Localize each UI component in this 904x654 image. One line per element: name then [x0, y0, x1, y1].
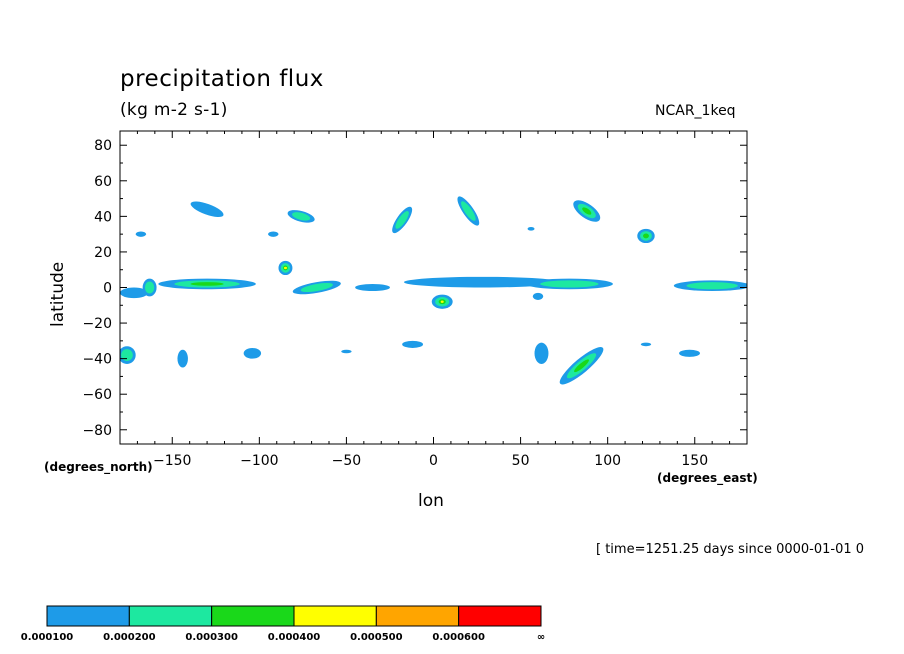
precip-contour-level-2	[461, 201, 476, 221]
chart-title: precipitation flux	[120, 66, 324, 92]
precip-contour-level-3	[582, 207, 592, 215]
x-axis-label: lon	[418, 491, 444, 511]
precip-cell	[292, 280, 341, 295]
x-tick-label: −100	[240, 453, 278, 469]
colorbar-swatch	[128, 605, 213, 627]
precip-cell	[532, 292, 544, 300]
precip-cell	[637, 228, 655, 244]
colorbar-label: 0.000600	[432, 632, 485, 643]
colorbar-label: ∞	[537, 632, 545, 643]
precip-contour-level-4	[440, 300, 444, 303]
y-tick-label: −40	[82, 352, 112, 368]
precip-contour-level-2	[292, 212, 311, 221]
x-tick-label: 100	[594, 453, 621, 469]
precip-contour-level-1	[355, 283, 390, 292]
precip-contour-level-1	[135, 231, 147, 237]
precip-cell	[135, 231, 147, 237]
precip-contour-level-1	[527, 227, 535, 231]
x-tick-label: −50	[332, 453, 362, 469]
precip-contour-level-1	[177, 349, 188, 368]
precip-cell	[431, 294, 453, 309]
precip-contour-level-1	[534, 342, 549, 364]
y-tick-label: 60	[94, 174, 112, 190]
precip-contour-level-1	[679, 349, 700, 357]
precip-contour-level-2	[144, 281, 155, 294]
precip-contour-level-2	[686, 282, 738, 290]
precip-contour-level-1	[532, 292, 544, 300]
colorbar-label: 0.000300	[185, 632, 238, 643]
precip-cell	[679, 349, 700, 357]
colorbar-swatch	[375, 605, 460, 627]
chart-units: (kg m-2 s-1)	[120, 100, 228, 120]
precip-cell	[142, 278, 157, 297]
precip-cell	[268, 231, 279, 237]
y-axis: 80 60 40 20 0 −20 −40 −60 −80	[82, 138, 747, 439]
colorbar: 0.000100 0.000200 0.000300 0.000400 0.000500…	[21, 605, 545, 643]
precip-contour-level-2	[395, 211, 409, 229]
precip-cell	[573, 200, 601, 222]
x-axis: −150 −100 −50 0 50 100 150	[136, 131, 731, 469]
precip-cell	[640, 342, 652, 347]
precip-cell	[287, 210, 315, 223]
precip-contour-level-3	[643, 233, 649, 239]
precip-cell	[402, 340, 424, 348]
y-tick-label: −80	[82, 423, 112, 439]
colorbar-label: 0.000400	[268, 632, 321, 643]
x-tick-label: 150	[681, 453, 708, 469]
precip-contour-level-1	[243, 347, 262, 359]
precip-contour-level-1	[403, 276, 561, 288]
precip-cell	[559, 347, 604, 385]
colorbar-swatch	[211, 605, 295, 627]
precip-cell	[158, 278, 256, 290]
precip-contour-level-2	[121, 349, 133, 362]
x-tick-label: 50	[512, 453, 530, 469]
model-name: NCAR_1keq	[655, 103, 736, 119]
precip-cell	[177, 349, 188, 368]
y-tick-label: 40	[94, 209, 112, 225]
precip-contour-level-4	[283, 266, 287, 270]
precip-cell	[341, 349, 352, 354]
precip-contour-level-3	[574, 359, 589, 373]
colorbar-label: 0.000200	[103, 632, 156, 643]
colorbar-swatch	[46, 605, 130, 627]
precip-cell	[525, 278, 613, 290]
precip-cell	[403, 276, 561, 288]
precip-contour-level-1	[341, 349, 352, 354]
precip-cell	[120, 287, 148, 299]
precip-cell	[120, 346, 136, 364]
precip-cell	[457, 196, 480, 226]
precip-cell	[527, 227, 535, 231]
time-info: [ time=1251.25 days since 0000-01-01 0	[596, 542, 865, 557]
colorbar-swatch	[293, 605, 377, 627]
y-tick-label: 0	[103, 281, 112, 297]
precip-cell	[190, 201, 224, 218]
y-tick-label: 80	[94, 138, 112, 154]
x-tick-label: −150	[153, 453, 191, 469]
precip-cell	[243, 347, 262, 359]
precip-cell	[392, 206, 413, 234]
y-tick-label: 20	[94, 245, 112, 261]
precip-contour-level-2	[540, 280, 599, 288]
y-tick-label: −20	[82, 316, 112, 332]
precip-contour-level-1	[402, 340, 424, 348]
precip-contour-level-1	[120, 287, 148, 299]
precip-contour-level-2	[300, 282, 333, 293]
y-tick-label: −60	[82, 387, 112, 403]
precip-cell	[355, 283, 390, 292]
y-axis-units: (degrees_north)	[44, 460, 153, 474]
precip-cell	[534, 342, 549, 364]
colorbar-swatch	[458, 605, 542, 627]
precip-contour-level-1	[190, 201, 224, 218]
x-axis-units: (degrees_east)	[657, 471, 758, 485]
x-tick-label: 0	[429, 453, 438, 469]
precip-cell	[673, 280, 747, 292]
precip-contour-level-3	[190, 282, 224, 286]
precip-contour-level-1	[640, 342, 652, 347]
precip-cell	[278, 260, 293, 276]
precip-contour-level-1	[268, 231, 279, 237]
colorbar-label: 0.000500	[350, 632, 403, 643]
colorbar-label: 0.000100	[21, 632, 74, 643]
precipitation-field	[120, 196, 747, 385]
